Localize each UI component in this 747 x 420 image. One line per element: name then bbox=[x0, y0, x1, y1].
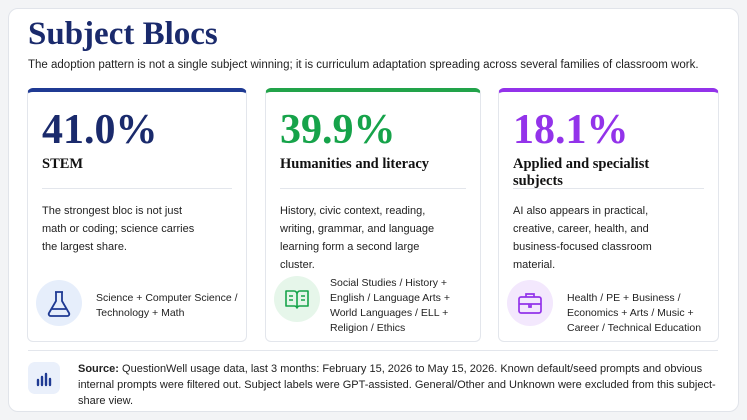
card-label: Humanities and literacy bbox=[280, 156, 430, 172]
divider bbox=[513, 188, 704, 189]
description: History, civic context, reading, writing… bbox=[280, 205, 435, 271]
divider bbox=[280, 188, 466, 189]
description: AI also appears in practical, creative, … bbox=[513, 205, 652, 271]
subjects: Health / PE + Business / Economics + Art… bbox=[567, 292, 702, 334]
briefcase-icon bbox=[507, 280, 553, 326]
source-text: QuestionWell usage data, last 3 months: … bbox=[78, 363, 716, 407]
share: 41.0% bbox=[42, 107, 158, 153]
divider bbox=[42, 188, 232, 189]
flask-icon bbox=[36, 280, 82, 326]
description: The strongest bloc is not just math or c… bbox=[42, 205, 195, 253]
subjects: Social Studies / History + English / Lan… bbox=[330, 277, 450, 334]
title: Subject Blocs bbox=[28, 16, 218, 52]
book-icon bbox=[274, 276, 320, 322]
source: Source: QuestionWell usage data, last 3 … bbox=[78, 361, 718, 409]
subjects: Science + Computer Science / Technology … bbox=[96, 292, 238, 319]
share: 18.1% bbox=[513, 107, 629, 153]
card-label: STEM bbox=[42, 156, 84, 172]
card: 18.1% Applied and specialist subjects AI… bbox=[498, 88, 719, 342]
source-label: Source: bbox=[78, 363, 119, 375]
chart-icon bbox=[28, 362, 60, 394]
card: 41.0% STEM The strongest bloc is not jus… bbox=[27, 88, 247, 342]
divider bbox=[28, 350, 718, 351]
subtitle: The adoption pattern is not a single sub… bbox=[28, 59, 699, 71]
card-label: Applied and specialist subjects bbox=[513, 156, 650, 189]
share: 39.9% bbox=[280, 107, 396, 153]
card: 39.9% Humanities and literacy History, c… bbox=[265, 88, 481, 342]
